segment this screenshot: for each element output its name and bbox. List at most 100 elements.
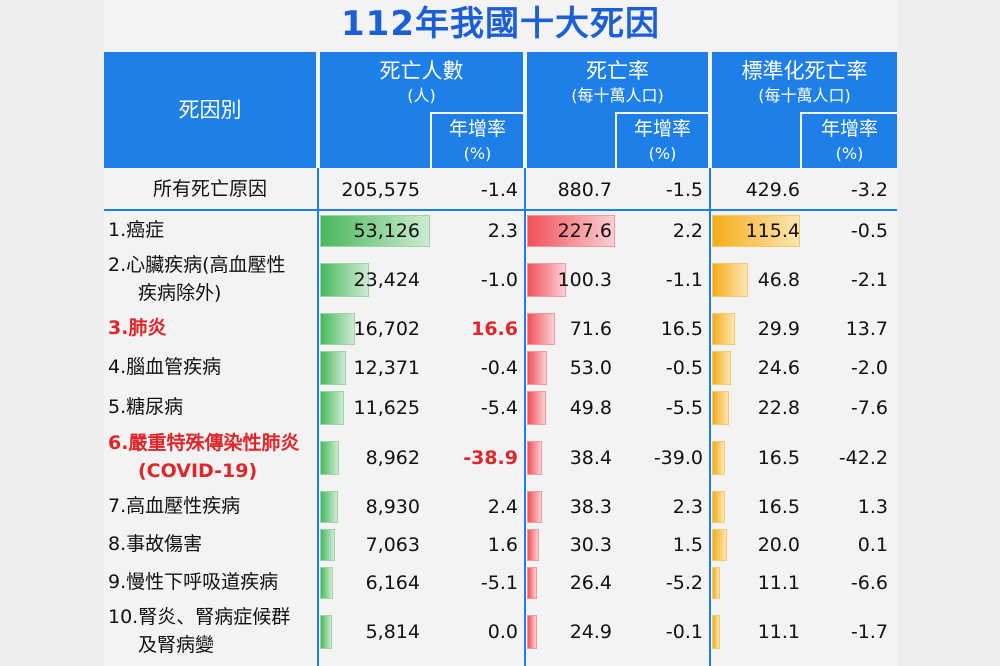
row-label-line1: 5.糖尿病 <box>108 396 184 419</box>
deaths-bar <box>320 263 369 297</box>
total-deaths-growth: -1.4 <box>480 179 518 201</box>
std-rate-growth-value: -42.2 <box>838 447 888 469</box>
deaths-growth-value: 0.0 <box>487 621 518 643</box>
deaths-growth-value: 2.4 <box>487 496 518 518</box>
rate-bar <box>527 441 542 475</box>
header-rate-spacer <box>527 112 615 168</box>
rate-growth-value: -0.5 <box>665 357 703 379</box>
std-rate-value: 16.5 <box>757 447 800 469</box>
std-rate-bar <box>712 351 731 385</box>
header-std-rate-growth-label: 年增率 <box>820 118 878 141</box>
header-std-rate-spacer <box>712 112 800 168</box>
deaths-growth-value: 16.6 <box>471 318 518 340</box>
std-rate-bar <box>712 263 748 297</box>
rate-bar <box>527 215 615 247</box>
std-rate-value: 22.8 <box>757 397 800 419</box>
rate-value: 38.4 <box>569 447 612 469</box>
row-label: 6.嚴重特殊傳染性肺炎 (COVID-19) <box>108 428 313 488</box>
deaths-value: 5,814 <box>365 621 420 643</box>
rate-growth-value: -0.1 <box>665 621 703 643</box>
deaths-bar <box>320 615 333 649</box>
deaths-value: 7,063 <box>365 534 420 556</box>
deaths-bar <box>320 529 335 561</box>
std-rate-bar <box>712 391 730 425</box>
row-label: 7.高血壓性疾病 <box>108 488 313 526</box>
rate-value: 100.3 <box>557 269 612 291</box>
deaths-growth-value: 1.6 <box>487 534 518 556</box>
header-deaths-label: 死亡人數 <box>379 59 464 84</box>
row-label-line1: 6.嚴重特殊傳染性肺炎 <box>108 432 300 455</box>
header-std-rate-growth: 年增率 (%) <box>802 114 897 168</box>
deaths-growth-value: 2.3 <box>487 220 518 242</box>
row-label: 2.心臟疾病(高血壓性疾病除外) <box>108 250 313 310</box>
std-rate-value: 11.1 <box>757 621 800 643</box>
header-std-rate-growth-unit: (%) <box>835 144 864 164</box>
rate-value: 26.4 <box>569 572 612 594</box>
row-label: 4.腦血管疾病 <box>108 348 313 388</box>
deaths-value: 12,371 <box>353 357 420 379</box>
std-rate-bar <box>712 313 735 345</box>
row-label-line2: 疾病除外) <box>138 282 222 304</box>
rate-value: 30.3 <box>569 534 612 556</box>
deaths-growth-value: -5.1 <box>480 572 518 594</box>
std-rate-value: 115.4 <box>745 220 800 242</box>
rate-bar <box>527 391 547 425</box>
header-cause-label: 死因別 <box>178 97 242 122</box>
divider-std-rate <box>709 168 711 666</box>
deaths-bar <box>320 567 333 599</box>
rate-growth-value: 16.5 <box>660 318 703 340</box>
deaths-growth-value: -38.9 <box>463 447 518 469</box>
deaths-value: 11,625 <box>353 397 420 419</box>
header-rate-label: 死亡率 <box>586 59 649 84</box>
row-label: 10.腎炎、腎病症候群 及腎病變 <box>108 602 313 662</box>
std-rate-growth-value: -0.5 <box>850 220 888 242</box>
deaths-value: 8,962 <box>365 447 420 469</box>
total-rate-growth: -1.5 <box>665 179 703 201</box>
std-rate-bar <box>712 441 725 475</box>
deaths-growth-value: -5.4 <box>480 397 518 419</box>
deaths-value: 6,164 <box>365 572 420 594</box>
header-deaths-growth-unit: (%) <box>463 144 492 164</box>
rate-value: 49.8 <box>569 397 612 419</box>
header-rate-growth-unit: (%) <box>648 144 677 164</box>
std-rate-growth-value: -2.1 <box>850 269 888 291</box>
total-rate: 880.7 <box>557 179 612 201</box>
rate-growth-value: 2.2 <box>672 220 703 242</box>
std-rate-bar <box>712 567 721 599</box>
std-rate-value: 20.0 <box>757 534 800 556</box>
header-deaths: 死亡人數 (人) <box>320 52 523 112</box>
rate-value: 38.3 <box>569 496 612 518</box>
header-std-rate-label: 標準化死亡率 <box>741 59 868 84</box>
deaths-growth-value: -1.0 <box>480 269 518 291</box>
rate-bar <box>527 567 538 599</box>
divider-total <box>104 209 897 211</box>
rate-growth-value: -5.5 <box>665 397 703 419</box>
total-std-rate-growth: -3.2 <box>850 179 888 201</box>
std-rate-value: 24.6 <box>757 357 800 379</box>
rate-growth-value: -5.2 <box>665 572 703 594</box>
std-rate-bar <box>712 529 728 561</box>
std-rate-growth-value: -2.0 <box>850 357 888 379</box>
std-rate-growth-value: 1.3 <box>857 496 888 518</box>
divider-rate <box>524 168 526 666</box>
std-rate-value: 16.5 <box>757 496 800 518</box>
row-label-line2: (COVID-19) <box>138 460 258 482</box>
rate-bar <box>527 615 537 649</box>
deaths-bar <box>320 351 346 385</box>
deaths-bar <box>320 441 339 475</box>
row-label-line1: 2.心臟疾病(高血壓性 <box>108 254 286 277</box>
std-rate-growth-value: -6.6 <box>850 572 888 594</box>
deaths-value: 16,702 <box>353 318 420 340</box>
deaths-bar <box>320 491 339 523</box>
total-row-label: 所有死亡原因 <box>104 172 316 208</box>
rate-growth-value: -39.0 <box>653 447 703 469</box>
std-rate-bar <box>712 615 721 649</box>
std-rate-growth-value: -1.7 <box>850 621 888 643</box>
rate-bar <box>527 313 555 345</box>
rate-growth-value: 1.5 <box>672 534 703 556</box>
std-rate-value: 46.8 <box>757 269 800 291</box>
rate-value: 53.0 <box>569 357 612 379</box>
row-label: 9.慢性下呼吸道疾病 <box>108 564 313 602</box>
rate-value: 227.6 <box>557 220 612 242</box>
header-rate-growth-label: 年增率 <box>633 118 691 141</box>
